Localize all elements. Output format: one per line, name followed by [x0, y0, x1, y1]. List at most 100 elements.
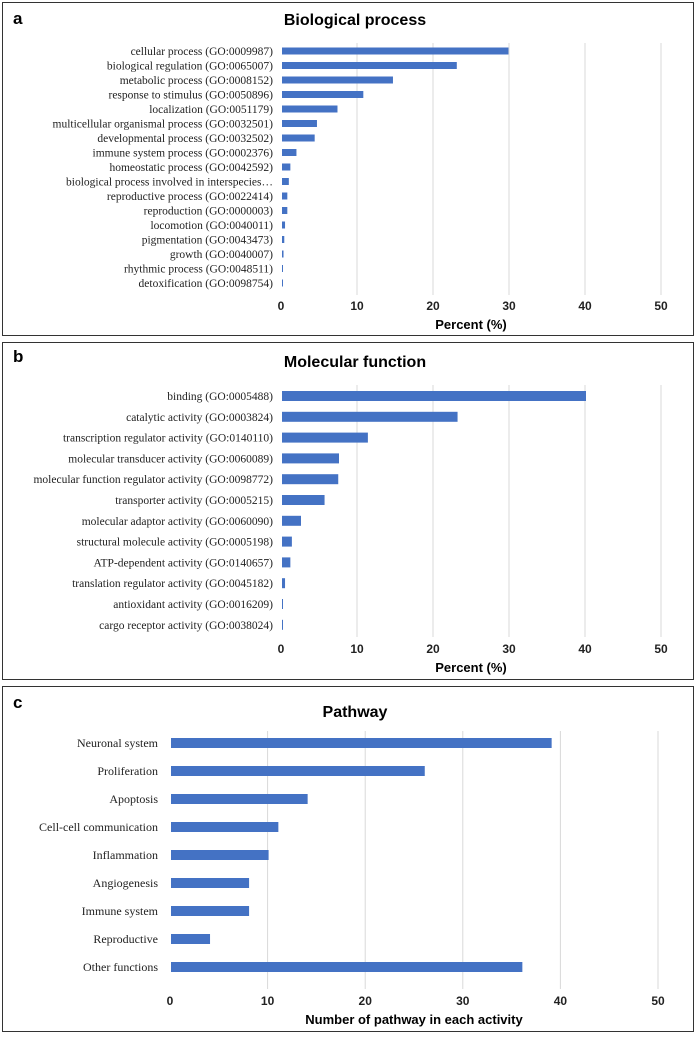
bar: [282, 495, 325, 505]
x-tick-label: 0: [167, 994, 174, 1008]
category-label: response to stimulus (GO:0050896): [108, 90, 273, 102]
bar: [282, 411, 458, 422]
bar: [282, 279, 283, 287]
category-label: pigmentation (GO:0043473): [142, 235, 273, 247]
x-tick-label: 50: [654, 299, 668, 313]
category-label: antioxidant activity (GO:0016209): [113, 599, 273, 611]
bar: [282, 250, 284, 258]
molecular-function-chart: b Molecular function 0 10 20 30 40 50 binding (G…: [13, 347, 668, 675]
bar: [282, 432, 368, 443]
category-label: catalytic activity (GO:0003824): [126, 412, 273, 424]
bar: [282, 120, 317, 127]
category-label: homeostatic process (GO:0042592): [109, 162, 273, 174]
category-label: transporter activity (GO:0005215): [115, 495, 273, 507]
bar: [282, 76, 393, 84]
x-tick-label: 20: [426, 299, 440, 313]
bar: [282, 599, 283, 609]
panel-biological-process: a Biological process 0 10 20 30 40 50 cellular p…: [2, 2, 694, 336]
bar: [282, 62, 457, 69]
x-tick-label: 40: [578, 299, 592, 313]
x-tick-label: 30: [456, 994, 470, 1008]
pathway-chart: c Pathway 0 10 20 30 40 50 Neuronal system Prolif…: [13, 693, 665, 1027]
category-label: growth (GO:0040007): [170, 249, 273, 261]
bar: [282, 578, 286, 589]
x-axis-label: Percent (%): [435, 660, 507, 675]
bar: [171, 962, 523, 972]
x-tick-label: 30: [502, 642, 516, 656]
category-label: molecular transducer activity (GO:006008…: [68, 453, 273, 465]
bar: [171, 794, 308, 804]
category-label: biological regulation (GO:0065007): [107, 61, 273, 73]
x-tick-label: 20: [426, 642, 440, 656]
category-label: molecular adaptor activity (GO:0060090): [82, 516, 273, 528]
bar: [282, 221, 286, 229]
category-label: multicellular organismal process (GO:003…: [53, 119, 274, 131]
bar: [282, 453, 339, 464]
bar: [282, 134, 315, 142]
category-label: Cell-cell communication: [39, 820, 158, 834]
bar: [282, 207, 288, 214]
bar: [282, 47, 509, 55]
category-label: reproductive process (GO:0022414): [107, 191, 273, 203]
category-label: Angiogenesis: [93, 876, 159, 890]
category-label: Inflammation: [93, 848, 158, 862]
bar: [282, 91, 364, 98]
panel-letter: a: [13, 9, 23, 28]
x-tick-label: 0: [278, 642, 285, 656]
category-label: cargo receptor activity (GO:0038024): [99, 620, 273, 632]
panel-letter: b: [13, 347, 23, 366]
category-label: metabolic process (GO:0008152): [120, 75, 273, 87]
panel-letter: c: [13, 693, 22, 712]
x-tick-label: 50: [651, 994, 665, 1008]
chart-title: Molecular function: [284, 354, 426, 371]
category-label: Other functions: [83, 960, 158, 974]
category-label: translation regulator activity (GO:00451…: [72, 578, 273, 590]
bar: [171, 738, 552, 748]
category-label: cellular process (GO:0009987): [131, 46, 274, 58]
x-tick-label: 40: [578, 642, 592, 656]
category-label: structural molecule activity (GO:0005198…: [77, 537, 274, 549]
category-label: reproduction (GO:0000003): [144, 206, 274, 218]
category-label: detoxification (GO:0098754): [139, 278, 274, 290]
biological-process-chart: a Biological process 0 10 20 30 40 50 cellular p…: [13, 9, 668, 332]
category-label: ATP-dependent activity (GO:0140657): [94, 557, 274, 569]
x-axis-label: Percent (%): [435, 317, 507, 332]
x-tick-label: 50: [654, 642, 668, 656]
category-label: rhythmic process (GO:0048511): [124, 264, 273, 276]
category-label: Reproductive: [93, 932, 158, 946]
bar: [282, 149, 297, 156]
x-tick-label: 10: [261, 994, 275, 1008]
category-label: Immune system: [82, 904, 159, 918]
bar: [282, 163, 291, 171]
bar: [282, 105, 338, 113]
bar: [171, 878, 250, 888]
bar: [282, 391, 586, 401]
category-label: Apoptosis: [109, 792, 158, 806]
bar: [282, 515, 301, 526]
bar: [171, 906, 250, 916]
bar: [282, 557, 291, 568]
bar: [282, 536, 292, 547]
category-label: developmental process (GO:0032502): [97, 133, 273, 145]
bar: [282, 619, 283, 630]
bar: [171, 766, 425, 776]
x-tick-label: 20: [359, 994, 373, 1008]
bar: [282, 192, 288, 200]
x-tick-label: 40: [554, 994, 568, 1008]
x-axis-label: Number of pathway in each activity: [305, 1012, 523, 1027]
category-label: molecular function regulator activity (G…: [33, 474, 273, 486]
category-label: locomotion (GO:0040011): [150, 220, 273, 232]
x-tick-label: 10: [350, 299, 364, 313]
bar: [171, 934, 211, 944]
category-label: Proliferation: [97, 764, 158, 778]
bar: [282, 474, 339, 485]
category-label: localization (GO:0051179): [149, 104, 273, 116]
bar: [282, 265, 283, 272]
panel-molecular-function: b Molecular function 0 10 20 30 40 50 binding (G…: [2, 342, 694, 680]
bar: [171, 850, 269, 860]
category-label: binding (GO:0005488): [167, 391, 273, 403]
x-tick-label: 30: [502, 299, 516, 313]
bar: [171, 822, 279, 832]
x-tick-label: 0: [278, 299, 285, 313]
bar: [282, 178, 289, 185]
